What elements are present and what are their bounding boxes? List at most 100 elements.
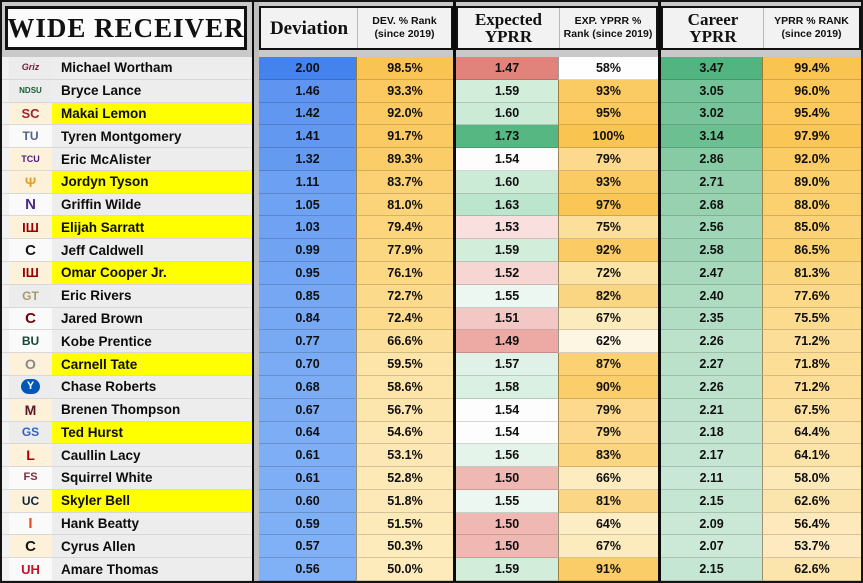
player-name[interactable]: Cyrus Allen	[52, 535, 252, 559]
expected-yprr-cell[interactable]: 1.58	[456, 375, 558, 399]
deviation-rank-cell[interactable]: 89.3%	[356, 148, 453, 171]
deviation-rank-cell[interactable]: 52.8%	[356, 467, 453, 490]
player-name[interactable]: Michael Wortham	[52, 57, 252, 80]
yprr-rank-cell[interactable]: 71.2%	[762, 330, 861, 354]
yprr-rank-cell[interactable]: 67.5%	[762, 398, 861, 422]
career-yprr-cell[interactable]: 2.15	[661, 558, 762, 581]
deviation-rank-cell[interactable]: 93.3%	[356, 79, 453, 103]
expected-rank-cell[interactable]: 83%	[558, 444, 658, 468]
career-yprr-cell[interactable]: 2.09	[661, 512, 762, 536]
expected-yprr-cell[interactable]: 1.47	[456, 57, 558, 80]
expected-rank-cell[interactable]: 82%	[558, 284, 658, 308]
player-name[interactable]: Hank Beatty	[52, 512, 252, 536]
yprr-rank-cell[interactable]: 62.6%	[762, 558, 861, 581]
yprr-rank-cell[interactable]: 64.1%	[762, 444, 861, 468]
deviation-rank-cell[interactable]: 98.5%	[356, 57, 453, 80]
career-yprr-cell[interactable]: 2.18	[661, 421, 762, 445]
player-name[interactable]: Skyler Bell	[52, 489, 252, 513]
yprr-rank-cell[interactable]: 75.5%	[762, 307, 861, 331]
deviation-rank-cell[interactable]: 72.7%	[356, 284, 453, 308]
career-yprr-cell[interactable]: 3.02	[661, 102, 762, 126]
career-yprr-cell[interactable]: 2.40	[661, 284, 762, 308]
expected-yprr-cell[interactable]: 1.59	[456, 79, 558, 103]
expected-yprr-cell[interactable]: 1.49	[456, 330, 558, 354]
career-yprr-cell[interactable]: 2.11	[661, 467, 762, 490]
yprr-rank-cell[interactable]: 97.9%	[762, 125, 861, 149]
expected-yprr-cell[interactable]: 1.52	[456, 262, 558, 285]
career-yprr-cell[interactable]: 2.68	[661, 193, 762, 217]
deviation-rank-cell[interactable]: 56.7%	[356, 398, 453, 422]
player-name[interactable]: Jared Brown	[52, 307, 252, 331]
player-name[interactable]: Omar Cooper Jr.	[52, 262, 252, 285]
expected-rank-cell[interactable]: 79%	[558, 148, 658, 171]
deviation-cell[interactable]: 0.95	[259, 262, 356, 285]
career-yprr-cell[interactable]: 2.15	[661, 489, 762, 513]
player-name[interactable]: Carnell Tate	[52, 353, 252, 376]
player-name[interactable]: Caullin Lacy	[52, 444, 252, 468]
expected-rank-cell[interactable]: 97%	[558, 193, 658, 217]
yprr-rank-cell[interactable]: 89.0%	[762, 170, 861, 194]
deviation-cell[interactable]: 0.85	[259, 284, 356, 308]
expected-yprr-cell[interactable]: 1.73	[456, 125, 558, 149]
expected-yprr-cell[interactable]: 1.63	[456, 193, 558, 217]
deviation-cell[interactable]: 1.03	[259, 216, 356, 240]
expected-rank-cell[interactable]: 100%	[558, 125, 658, 149]
deviation-cell[interactable]: 0.77	[259, 330, 356, 354]
expected-yprr-cell[interactable]: 1.59	[456, 558, 558, 581]
deviation-cell[interactable]: 0.60	[259, 489, 356, 513]
expected-rank-cell[interactable]: 91%	[558, 558, 658, 581]
player-name[interactable]: Tyren Montgomery	[52, 125, 252, 149]
expected-yprr-cell[interactable]: 1.59	[456, 239, 558, 263]
deviation-cell[interactable]: 0.57	[259, 535, 356, 559]
expected-yprr-cell[interactable]: 1.60	[456, 102, 558, 126]
career-yprr-cell[interactable]: 2.27	[661, 353, 762, 376]
deviation-rank-cell[interactable]: 66.6%	[356, 330, 453, 354]
deviation-cell[interactable]: 1.32	[259, 148, 356, 171]
expected-rank-cell[interactable]: 66%	[558, 467, 658, 490]
deviation-cell[interactable]: 0.59	[259, 512, 356, 536]
expected-rank-cell[interactable]: 72%	[558, 262, 658, 285]
deviation-rank-cell[interactable]: 76.1%	[356, 262, 453, 285]
career-yprr-cell[interactable]: 2.07	[661, 535, 762, 559]
deviation-cell[interactable]: 0.61	[259, 467, 356, 490]
deviation-rank-cell[interactable]: 81.0%	[356, 193, 453, 217]
expected-yprr-cell[interactable]: 1.56	[456, 444, 558, 468]
player-name[interactable]: Eric Rivers	[52, 284, 252, 308]
career-yprr-cell[interactable]: 2.26	[661, 375, 762, 399]
career-yprr-cell[interactable]: 3.14	[661, 125, 762, 149]
expected-yprr-cell[interactable]: 1.55	[456, 284, 558, 308]
yprr-rank-cell[interactable]: 56.4%	[762, 512, 861, 536]
expected-rank-cell[interactable]: 92%	[558, 239, 658, 263]
player-name[interactable]: Kobe Prentice	[52, 330, 252, 354]
yprr-rank-cell[interactable]: 64.4%	[762, 421, 861, 445]
expected-rank-cell[interactable]: 79%	[558, 421, 658, 445]
deviation-cell[interactable]: 0.84	[259, 307, 356, 331]
player-name[interactable]: Eric McAlister	[52, 148, 252, 171]
player-name[interactable]: Chase Roberts	[52, 375, 252, 399]
expected-yprr-cell[interactable]: 1.60	[456, 170, 558, 194]
career-yprr-cell[interactable]: 2.35	[661, 307, 762, 331]
expected-yprr-cell[interactable]: 1.50	[456, 535, 558, 559]
expected-yprr-cell[interactable]: 1.54	[456, 421, 558, 445]
deviation-rank-cell[interactable]: 72.4%	[356, 307, 453, 331]
deviation-rank-cell[interactable]: 58.6%	[356, 375, 453, 399]
yprr-rank-cell[interactable]: 81.3%	[762, 262, 861, 285]
expected-rank-cell[interactable]: 87%	[558, 353, 658, 376]
expected-rank-cell[interactable]: 90%	[558, 375, 658, 399]
player-name[interactable]: Griffin Wilde	[52, 193, 252, 217]
expected-rank-cell[interactable]: 95%	[558, 102, 658, 126]
career-yprr-cell[interactable]: 2.58	[661, 239, 762, 263]
deviation-cell[interactable]: 1.46	[259, 79, 356, 103]
deviation-rank-cell[interactable]: 83.7%	[356, 170, 453, 194]
expected-rank-cell[interactable]: 67%	[558, 307, 658, 331]
yprr-rank-cell[interactable]: 62.6%	[762, 489, 861, 513]
expected-rank-cell[interactable]: 79%	[558, 398, 658, 422]
expected-rank-cell[interactable]: 75%	[558, 216, 658, 240]
deviation-rank-cell[interactable]: 51.8%	[356, 489, 453, 513]
expected-yprr-cell[interactable]: 1.50	[456, 512, 558, 536]
yprr-rank-cell[interactable]: 99.4%	[762, 57, 861, 80]
expected-yprr-cell[interactable]: 1.53	[456, 216, 558, 240]
expected-rank-cell[interactable]: 67%	[558, 535, 658, 559]
yprr-rank-cell[interactable]: 92.0%	[762, 148, 861, 171]
deviation-rank-cell[interactable]: 91.7%	[356, 125, 453, 149]
